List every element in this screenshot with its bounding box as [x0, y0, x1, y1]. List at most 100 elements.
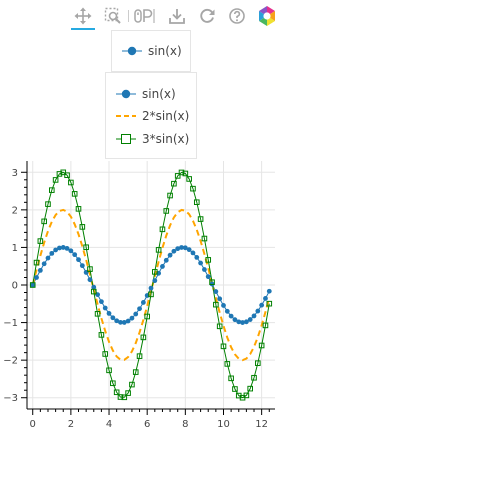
wheel-zoom-tool-button[interactable] — [130, 2, 160, 30]
data-point-square — [113, 389, 120, 396]
data-point-square — [45, 201, 51, 207]
save-tool-button[interactable] — [162, 2, 192, 30]
data-point-square — [167, 192, 173, 199]
data-point-square — [83, 244, 89, 251]
data-point-circle — [182, 245, 188, 251]
x-tick-label: 0 — [30, 419, 36, 430]
data-point-circle — [102, 305, 108, 311]
data-point-square — [205, 257, 212, 263]
legend-bottom: sin(x) 2*sin(x) 3*sin(x) — [105, 72, 197, 159]
series-markers — [29, 169, 273, 401]
data-point-circle — [213, 289, 219, 294]
legend-label: sin(x) — [148, 44, 182, 58]
data-point-circle — [186, 247, 192, 253]
data-point-square — [213, 301, 219, 308]
data-point-square — [201, 235, 208, 242]
data-point-circle — [137, 306, 142, 312]
grid-lines — [27, 161, 275, 409]
data-point-square — [37, 238, 44, 244]
y-tick-label: 2 — [12, 205, 18, 216]
data-point-circle — [41, 261, 47, 267]
data-point-circle — [202, 267, 207, 272]
data-point-square — [52, 177, 59, 183]
square-line-swatch-icon — [116, 134, 136, 144]
data-point-circle — [224, 308, 230, 314]
data-point-square — [132, 369, 139, 375]
pan-tool-button[interactable] — [68, 2, 98, 30]
data-point-square — [87, 266, 93, 272]
dashed-line-swatch-icon — [116, 115, 136, 117]
data-point-circle — [152, 278, 158, 284]
data-point-square — [209, 279, 215, 286]
data-point-square — [262, 322, 269, 329]
legend-item-sin[interactable]: sin(x) — [116, 85, 176, 103]
data-point-circle — [79, 263, 85, 269]
circle-line-swatch-icon — [122, 46, 142, 56]
data-point-square — [193, 199, 200, 206]
data-point-square — [228, 375, 234, 382]
data-point-square — [56, 171, 63, 177]
data-point-circle — [198, 260, 204, 266]
data-point-circle — [76, 257, 81, 263]
data-point-circle — [121, 320, 127, 325]
data-point-circle — [125, 318, 131, 324]
data-point-square — [125, 390, 131, 396]
legend-item-3sin[interactable]: 3*sin(x) — [116, 130, 189, 148]
help-tool-button[interactable] — [222, 2, 252, 30]
y-tick-label: −3 — [3, 393, 18, 404]
legend-item-sin[interactable]: sin(x) — [122, 42, 182, 60]
x-tick-label: 4 — [106, 419, 112, 430]
x-tick-label: 10 — [217, 419, 230, 430]
y-tick-label: −2 — [3, 356, 18, 367]
data-point-circle — [232, 317, 238, 323]
y-tick-label: 3 — [12, 168, 18, 179]
y-tick-label: 0 — [12, 281, 18, 292]
data-point-square — [148, 291, 154, 298]
data-point-circle — [228, 313, 234, 319]
data-point-circle — [175, 246, 181, 252]
data-point-square — [94, 311, 101, 317]
data-point-circle — [110, 315, 116, 321]
box-zoom-tool-button[interactable] — [98, 2, 128, 30]
bokeh-logo-link[interactable] — [252, 2, 282, 30]
data-point-square — [29, 282, 36, 288]
data-point-square — [232, 386, 238, 392]
x-tick-label: 2 — [68, 419, 74, 430]
data-point-square — [41, 218, 47, 225]
data-point-square — [224, 361, 231, 367]
data-point-square — [182, 170, 189, 177]
data-point-square — [64, 172, 70, 179]
legend-top: sin(x) — [111, 30, 191, 72]
data-point-square — [79, 224, 86, 230]
data-point-square — [163, 208, 170, 214]
data-point-circle — [72, 252, 78, 258]
data-point-circle — [87, 277, 93, 283]
data-point-square — [155, 247, 162, 253]
legend-item-2sin[interactable]: 2*sin(x) — [116, 107, 189, 125]
data-point-circle — [140, 300, 146, 305]
data-point-square — [129, 381, 135, 388]
data-point-circle — [148, 285, 154, 291]
data-point-circle — [167, 252, 173, 258]
data-point-circle — [37, 267, 43, 273]
data-point-square — [247, 385, 253, 392]
data-point-circle — [205, 274, 211, 280]
data-point-circle — [64, 246, 70, 251]
data-point-square — [186, 176, 192, 182]
data-point-square — [243, 392, 250, 399]
x-tick-label: 6 — [144, 419, 150, 430]
data-point-square — [197, 216, 204, 222]
data-point-circle — [133, 311, 139, 317]
data-point-square — [144, 313, 150, 320]
data-point-circle — [255, 308, 261, 314]
series-line-3 — [32, 171, 270, 399]
data-point-square — [174, 173, 181, 179]
data-point-circle — [190, 250, 196, 256]
data-point-square — [106, 367, 112, 374]
data-point-circle — [49, 250, 55, 256]
data-point-square — [178, 169, 185, 176]
bokeh-logo-icon — [259, 6, 275, 26]
data-point-square — [152, 269, 158, 275]
reset-tool-button[interactable] — [192, 2, 222, 30]
